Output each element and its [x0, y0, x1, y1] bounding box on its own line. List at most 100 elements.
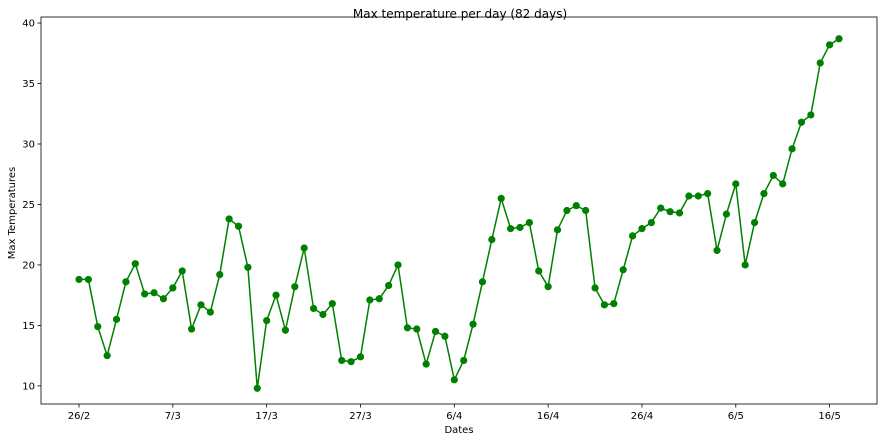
data-point [94, 323, 102, 331]
data-point [441, 332, 449, 340]
data-point [816, 59, 824, 67]
data-point [713, 246, 721, 255]
data-point [356, 353, 365, 361]
data-point [347, 358, 355, 366]
data-point [544, 283, 552, 291]
data-point [159, 295, 168, 303]
data-point [835, 35, 843, 43]
data-point [600, 301, 609, 309]
y-tick-label: 20 [22, 260, 35, 271]
data-point [141, 290, 149, 298]
data-point [272, 291, 280, 299]
data-point [657, 204, 665, 212]
data-point [338, 356, 346, 365]
data-point [413, 325, 421, 333]
data-point [525, 218, 533, 227]
data-point [507, 225, 515, 233]
data-point [619, 266, 627, 274]
data-point [732, 180, 740, 188]
data-point [760, 189, 768, 198]
data-point [450, 376, 458, 384]
data-point [197, 301, 205, 309]
data-point [309, 304, 318, 313]
data-point [328, 300, 336, 308]
plot-area [75, 35, 843, 392]
x-tick-label: 6/5 [728, 411, 744, 422]
data-point [263, 316, 271, 325]
data-point [122, 278, 130, 286]
data-point [647, 218, 655, 227]
data-point [722, 210, 731, 218]
data-point [178, 267, 186, 275]
data-point [675, 209, 684, 217]
data-point [704, 189, 712, 198]
data-point [244, 263, 252, 271]
data-point [187, 325, 196, 333]
y-axis: 10 15 20 25 30 35 40 [22, 19, 41, 392]
data-point [553, 226, 562, 234]
x-tick-label: 16/5 [818, 411, 840, 422]
x-tick-label: 17/3 [255, 411, 277, 422]
data-point [422, 360, 430, 368]
data-point [797, 118, 806, 126]
data-point [516, 223, 524, 232]
x-tick-label: 27/3 [349, 411, 371, 422]
data-point [666, 208, 674, 216]
data-point [788, 145, 796, 153]
y-tick-label: 10 [22, 381, 35, 392]
data-point [807, 111, 815, 119]
data-point [460, 356, 468, 365]
data-point [741, 261, 749, 269]
y-tick-label: 35 [22, 79, 35, 90]
data-point [563, 206, 571, 215]
data-point [469, 320, 477, 328]
data-point [628, 232, 637, 240]
data-point [169, 284, 177, 292]
y-axis-label: Max Temperatures [7, 167, 18, 259]
data-point [403, 324, 411, 332]
data-point [366, 296, 374, 304]
data-point [769, 171, 777, 180]
data-point [234, 222, 243, 230]
chart-title: Max temperature per day (82 days) [353, 7, 567, 21]
data-point [150, 289, 158, 297]
data-point [535, 267, 543, 275]
data-point [582, 206, 590, 215]
x-tick-label: 7/3 [165, 411, 181, 422]
x-axis-label: Dates [444, 425, 473, 436]
data-point [300, 244, 308, 252]
data-point [319, 310, 327, 319]
data-point [394, 261, 402, 269]
data-point [750, 218, 759, 227]
series-line [79, 38, 840, 389]
data-point [206, 308, 214, 316]
data-point [497, 194, 505, 203]
y-tick-label: 30 [22, 139, 35, 150]
data-point [478, 278, 487, 286]
data-point [572, 202, 580, 210]
data-point [75, 275, 83, 284]
data-point [826, 41, 834, 49]
plot-frame [40, 16, 878, 405]
data-point [779, 180, 787, 188]
x-tick-label: 6/4 [446, 411, 462, 422]
data-point [225, 215, 233, 223]
data-point [385, 281, 393, 290]
data-point [253, 384, 261, 392]
data-point [591, 284, 599, 292]
data-point [610, 300, 618, 308]
data-point [216, 271, 224, 279]
x-tick-label: 16/4 [537, 411, 559, 422]
data-point [112, 315, 121, 323]
data-point [488, 235, 496, 244]
x-tick-label: 26/4 [631, 411, 653, 422]
y-tick-label: 15 [22, 321, 35, 332]
x-tick-label: 26/2 [68, 411, 90, 422]
y-tick-label: 25 [22, 200, 35, 211]
data-point [431, 327, 440, 336]
data-point [281, 326, 290, 334]
data-point [694, 192, 702, 200]
data-point [103, 352, 111, 360]
data-point [131, 260, 139, 268]
